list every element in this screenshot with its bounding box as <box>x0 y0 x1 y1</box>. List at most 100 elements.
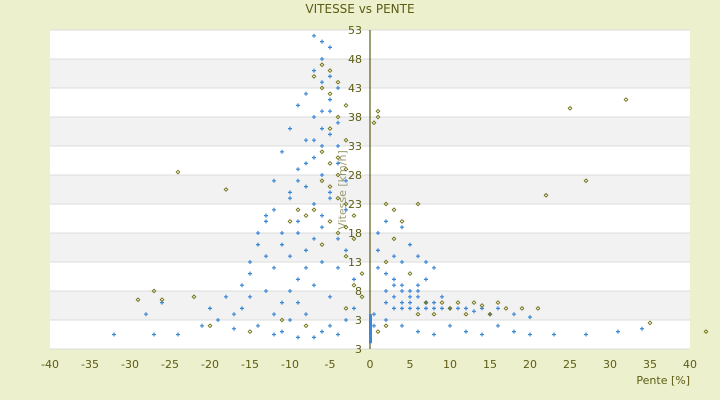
data-point-blue <box>328 190 332 195</box>
data-point-blue <box>392 306 396 311</box>
data-point-olive <box>455 300 461 306</box>
y-tick-label: 53 <box>348 24 362 37</box>
data-point-blue <box>272 332 276 337</box>
data-point-olive <box>335 230 341 236</box>
data-point-olive <box>415 201 421 207</box>
x-tick-label: -30 <box>121 358 139 371</box>
data-point-olive <box>223 187 229 192</box>
data-point-olive <box>359 271 365 277</box>
data-point-blue <box>464 306 468 311</box>
data-point-blue <box>344 248 348 253</box>
data-point-blue <box>496 306 500 311</box>
x-tick-label: 40 <box>683 358 697 371</box>
data-point-blue <box>408 289 412 293</box>
data-point-olive <box>135 297 141 303</box>
data-point-blue <box>312 202 316 206</box>
data-point-olive <box>351 282 357 288</box>
data-point-blue <box>200 323 204 328</box>
data-point-blue <box>384 300 388 305</box>
data-point-blue <box>296 103 300 108</box>
data-point-blue <box>352 277 356 282</box>
data-point-blue <box>440 306 444 311</box>
data-point-olive <box>399 218 405 224</box>
data-point-blue <box>416 289 420 293</box>
data-point-blue <box>248 260 252 264</box>
data-point-blue <box>320 213 324 218</box>
data-point-olive <box>327 160 333 166</box>
data-point-blue <box>384 318 388 322</box>
data-point-blue <box>272 207 276 212</box>
data-point-olive <box>383 323 389 329</box>
data-point-blue <box>328 294 332 299</box>
data-point-olive <box>303 213 309 219</box>
data-point-blue <box>336 161 340 166</box>
data-point-olive <box>247 329 253 335</box>
data-point-blue <box>296 300 300 305</box>
data-point-blue <box>424 277 428 282</box>
data-point-blue <box>552 332 556 337</box>
data-point-blue <box>256 323 260 328</box>
x-tick-label: -20 <box>201 358 219 371</box>
data-point-blue <box>296 219 300 224</box>
data-point-blue <box>416 254 420 259</box>
data-point-blue <box>344 318 348 322</box>
data-point-olive <box>647 320 653 326</box>
y-tick-label: 48 <box>348 53 362 66</box>
data-point-blue <box>296 178 300 183</box>
data-point-olive <box>327 218 333 224</box>
data-point-olive <box>375 329 381 335</box>
data-point-blue <box>296 167 300 172</box>
data-point-blue <box>280 242 284 247</box>
data-point-olive <box>383 201 389 207</box>
data-point-blue <box>312 236 316 241</box>
data-point-olive <box>439 300 445 306</box>
data-point-olive <box>519 305 525 311</box>
data-point-blue <box>328 323 332 328</box>
data-point-blue <box>216 318 220 322</box>
data-point-olive <box>351 236 357 242</box>
data-point-blue <box>112 332 116 337</box>
x-tick-label: -35 <box>81 358 99 371</box>
data-point-olive <box>343 253 349 259</box>
data-point-blue <box>408 294 412 299</box>
data-point-blue <box>440 294 444 299</box>
data-point-olive <box>447 305 453 311</box>
data-point-blue <box>336 332 340 337</box>
data-point-blue <box>288 289 292 293</box>
data-point-blue <box>328 109 332 114</box>
data-point-blue <box>240 283 244 288</box>
y-tick-label: 33 <box>348 140 362 153</box>
data-point-blue <box>320 329 324 334</box>
data-point-blue <box>336 120 340 125</box>
data-point-blue <box>472 309 476 314</box>
data-point-blue <box>176 332 180 337</box>
data-point-blue <box>312 68 316 73</box>
data-point-blue <box>432 300 436 305</box>
data-point-blue <box>400 289 404 293</box>
data-point-blue <box>408 242 412 247</box>
data-point-blue <box>584 332 588 337</box>
data-point-blue <box>392 283 396 288</box>
data-point-blue <box>464 329 468 334</box>
data-point-olive <box>423 300 429 306</box>
data-point-blue <box>336 86 340 90</box>
data-point-blue <box>328 97 332 102</box>
data-point-blue <box>372 312 376 317</box>
data-point-olive <box>335 79 341 85</box>
data-point-blue <box>320 39 324 44</box>
data-point-blue <box>304 312 308 317</box>
data-point-blue <box>320 57 324 61</box>
data-point-olive <box>351 213 357 219</box>
data-point-blue <box>272 178 276 183</box>
data-point-olive <box>319 62 325 68</box>
data-point-blue <box>304 184 308 189</box>
data-point-blue <box>480 332 484 337</box>
chart-title: VITESSE vs PENTE <box>305 2 415 16</box>
data-point-blue <box>392 254 396 259</box>
data-point-blue <box>320 144 324 148</box>
y-tick-label: 43 <box>348 82 362 95</box>
data-point-olive <box>371 120 377 126</box>
data-point-blue <box>264 219 268 224</box>
